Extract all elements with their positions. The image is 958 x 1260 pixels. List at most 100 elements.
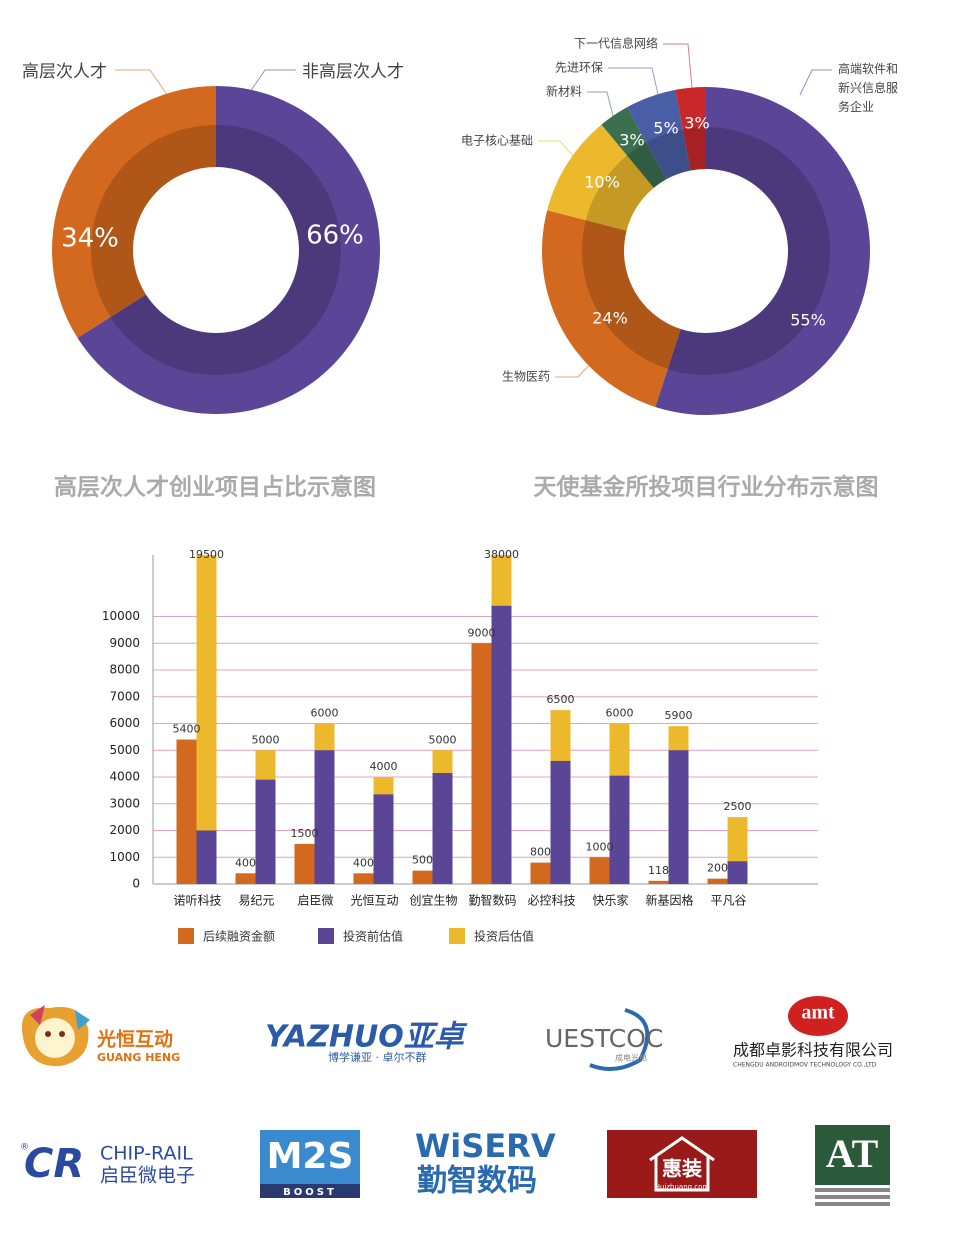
legend-label: 投资前估值 (343, 929, 403, 944)
legend-label: 投资后估值 (474, 929, 534, 944)
logo-text: amt (801, 1002, 835, 1024)
legend-label: 后续融资金额 (203, 929, 275, 944)
logo-text: 成电光电 (615, 1053, 647, 1063)
y-tick-label: 0 (132, 877, 140, 891)
data-label: 5000 (252, 733, 280, 746)
logo-text: 成都卓影科技有限公司 (733, 1041, 893, 1060)
value-label: 3% (684, 114, 709, 133)
logo-text: 勤智数码 (417, 1164, 537, 1199)
value-label: 66% (306, 221, 364, 251)
leader-line (799, 69, 832, 96)
logo: WiSERV 勤智数码 (415, 1127, 556, 1199)
y-tick-label: 7000 (109, 689, 140, 703)
value-label: 10% (584, 173, 620, 192)
y-tick-label: 3000 (109, 796, 140, 810)
bar (648, 880, 669, 884)
data-label: 5900 (665, 709, 693, 722)
y-tick-label: 9000 (109, 636, 140, 650)
value-label: 24% (592, 309, 628, 328)
pie-slice (655, 87, 871, 415)
leader-line (249, 69, 296, 93)
logo-text: CHENGDU ANDROIDMOV TECHNOLOGY CO.,LTD (733, 1062, 877, 1069)
data-label: 5400 (173, 723, 201, 736)
bar (314, 750, 335, 884)
x-tick-label: 新基因格 (645, 893, 693, 908)
legend-swatch (318, 928, 334, 944)
bar (294, 843, 315, 884)
data-label: 800 (530, 846, 551, 859)
logo-text: M2S (267, 1136, 354, 1177)
logo-text: 博学谦亚 · 卓尔不群 (328, 1050, 427, 1064)
logo: amt 成都卓影科技有限公司 CHENGDU ANDROIDMOV TECHNO… (733, 996, 893, 1069)
y-tick-label: 4000 (109, 770, 140, 784)
leader-line (538, 140, 576, 159)
logo: M2S BOOST (260, 1130, 360, 1198)
y-tick-label: 1000 (109, 850, 140, 864)
logo: UESTCOC 成电光电 (545, 1008, 663, 1071)
value-label: 3% (619, 131, 644, 150)
category-label: 生物医药 (502, 370, 550, 384)
data-label: 400 (353, 856, 374, 869)
plot (176, 555, 748, 884)
x-tick-label: 平凡谷 (710, 894, 746, 908)
logo-text: CR (24, 1141, 84, 1187)
category-label: 高层次人才 (22, 62, 107, 82)
pie-slice (542, 210, 681, 407)
bar (609, 775, 630, 884)
logo-text: 启臣微电子 (100, 1165, 195, 1187)
category-label: 新材料 (546, 84, 582, 99)
pie-slice (51, 86, 216, 338)
logo-text: 惠装 (662, 1157, 702, 1181)
leader-line (608, 67, 661, 104)
x-tick-label: 易纪元 (238, 894, 274, 908)
x-tick-label: 快乐家 (592, 893, 628, 908)
pie-slice (77, 86, 381, 415)
logo-text: 光恒互动 (96, 1028, 173, 1051)
data-label: 118 (648, 864, 669, 877)
value-label: 34% (61, 224, 119, 254)
leader-line (115, 69, 169, 97)
logo-text: BOOST (283, 1187, 337, 1198)
logo: YAZHUO亚卓 博学谦亚 · 卓尔不群 (265, 1020, 468, 1065)
leader-line (663, 43, 693, 89)
y-tick-label: 5000 (109, 743, 140, 757)
x-tick-label: 诺听科技 (173, 894, 221, 908)
logo: 惠装 Huizhuang.com (607, 1130, 757, 1198)
category-label: 下一代信息网络 (574, 36, 658, 51)
bar (530, 862, 551, 884)
x-tick-label: 光恒互动 (350, 894, 398, 908)
logo-text: UESTCOC (545, 1024, 663, 1053)
logo-text: CHIP-RAIL (100, 1143, 193, 1165)
data-label: 6500 (547, 693, 575, 706)
y-tick-label: 10000 (102, 609, 140, 623)
pie-slice (547, 124, 654, 231)
bar (550, 760, 571, 884)
bar (432, 772, 453, 884)
y-tick-label: 8000 (109, 663, 140, 677)
data-label: 4000 (370, 760, 398, 773)
legend-swatch (178, 928, 194, 944)
logo-text: AT (826, 1131, 879, 1176)
chart-title: 天使基金所投项目行业分布示意图 (534, 474, 879, 501)
x-tick-label: 勤智数码 (468, 893, 516, 908)
x-tick-label: 启臣微 (297, 894, 333, 908)
bar (589, 857, 610, 884)
pie-slice (601, 107, 667, 188)
logo-text: YAZHUO亚卓 (265, 1020, 468, 1055)
category-label: 先进环保 (555, 61, 603, 75)
bar (353, 873, 374, 884)
legend-swatch (449, 928, 465, 944)
bar (255, 779, 276, 884)
data-label: 400 (235, 856, 256, 869)
x-tick-label: 必控科技 (527, 894, 575, 908)
category-label: 电子核心基础 (461, 134, 533, 148)
ring-shade (91, 125, 341, 375)
logo-text: ® (20, 1143, 29, 1153)
bar (235, 873, 256, 884)
data-label: 6000 (311, 707, 339, 720)
bar (412, 870, 433, 884)
category-label: 高端软件和新兴信息服务企业 (838, 62, 899, 114)
y-tick-label: 6000 (109, 716, 140, 730)
